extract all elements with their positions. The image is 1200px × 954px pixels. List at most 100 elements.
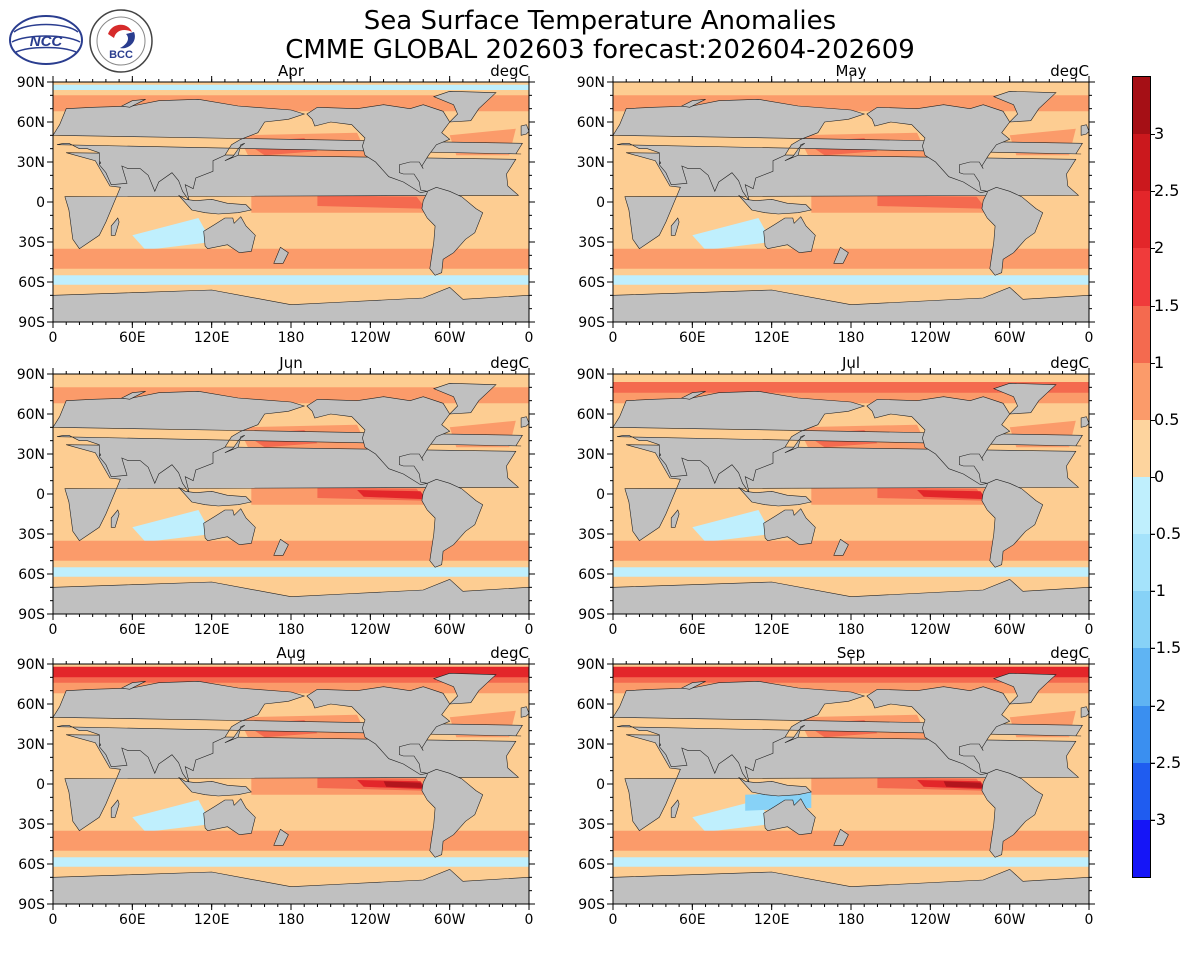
x-tick-label: 60W — [994, 912, 1026, 928]
colorbar-swatch — [1133, 534, 1150, 592]
y-tick-label: 30N — [577, 155, 605, 171]
land-north-america — [866, 686, 1011, 776]
y-tick-label: 90N — [577, 367, 605, 383]
land-japan — [784, 435, 805, 453]
anomaly-patch — [53, 857, 529, 867]
x-tick-label: 60E — [119, 622, 146, 638]
x-tick-label: 0 — [49, 912, 58, 928]
x-tick-label: 0 — [49, 330, 58, 346]
panel-units-label: degC — [490, 644, 529, 662]
colorbar-label: 1.5 — [1154, 295, 1180, 315]
colorbar-tick — [1150, 191, 1155, 193]
y-tick-label: 60N — [17, 115, 45, 131]
land-greenland — [432, 382, 497, 415]
x-tick-label: 180 — [838, 330, 865, 346]
x-tick-label: 0 — [1085, 622, 1094, 638]
colorbar-tick — [1150, 305, 1155, 307]
y-tick-label: 60S — [578, 567, 605, 583]
y-tick-label: 60S — [18, 857, 45, 873]
panel-jul: 90N 60N 30N 0 30S 60S 90S 0 60E 120E 180 120W 60W 0 Ju… — [560, 354, 1120, 644]
colorbar — [1132, 76, 1151, 878]
x-tick-label: 60E — [679, 912, 706, 928]
panel-month-label: Sep — [837, 644, 865, 662]
x-tick-label: 180 — [838, 912, 865, 928]
x-tick-label: 0 — [1085, 330, 1094, 346]
land-uk — [520, 124, 529, 136]
colorbar-label: -1 — [1150, 581, 1166, 601]
y-tick-label: 60N — [17, 407, 45, 423]
land-arabia-gap — [658, 453, 661, 456]
land-north-america — [306, 104, 451, 194]
colorbar-swatch — [1133, 705, 1150, 764]
panel-units-label: degC — [1050, 644, 1089, 662]
y-tick-label: 30N — [577, 737, 605, 753]
land-arabia-gap — [98, 453, 101, 456]
x-tick-label: 60W — [434, 622, 466, 638]
colorbar-tick — [1150, 648, 1155, 650]
x-tick-label: 120E — [194, 912, 230, 928]
colorbar-tick — [1150, 477, 1155, 478]
colorbar-label: -2.5 — [1150, 752, 1182, 772]
anomaly-patch — [692, 218, 772, 250]
y-tick-label: 90N — [17, 657, 45, 673]
y-tick-label: 60S — [18, 567, 45, 583]
anomaly-patch — [613, 248, 1089, 269]
anomaly-patch — [613, 857, 1089, 867]
anomaly-patch — [917, 490, 986, 500]
land-japan — [784, 143, 805, 161]
land-indonesia — [738, 487, 812, 507]
colorbar-swatch — [1133, 191, 1150, 249]
land-indonesia — [178, 487, 252, 507]
y-tick-label: 90S — [18, 315, 45, 331]
anomaly-patch — [613, 540, 1089, 561]
x-tick-label: 180 — [838, 622, 865, 638]
land-arabia-gap — [98, 743, 101, 746]
land-australia — [203, 508, 256, 546]
y-tick-label: 90N — [577, 75, 605, 91]
colorbar-tick — [1150, 534, 1155, 536]
land-antarctica — [613, 578, 1089, 614]
land-arctic-islands — [120, 99, 146, 108]
x-tick-label: 0 — [1085, 912, 1094, 928]
y-tick-label: 90S — [18, 607, 45, 623]
anomaly-patch — [613, 830, 1089, 851]
x-tick-label: 60W — [434, 912, 466, 928]
land-south-america — [421, 768, 484, 858]
land-antarctica — [53, 868, 529, 904]
land-madagascar — [670, 509, 680, 528]
colorbar-tick — [1150, 362, 1155, 364]
land-europe-asia — [613, 680, 1083, 783]
x-tick-label: 0 — [525, 330, 534, 346]
land-europe-asia — [53, 680, 523, 783]
land-north-america — [306, 396, 451, 486]
land-arctic-islands — [680, 99, 706, 108]
y-tick-label: 60S — [578, 857, 605, 873]
colorbar-swatch — [1133, 819, 1150, 878]
y-tick-label: 90N — [17, 75, 45, 91]
land-north-america — [306, 686, 451, 776]
anomaly-patch — [613, 666, 1089, 678]
panel-month-label: Jul — [841, 354, 860, 372]
anomaly-patch — [317, 195, 426, 209]
panel-aug: 90N 60N 30N 0 30S 60S 90S 0 60E 120E 180 120W 60W 0 Au… — [0, 644, 560, 934]
x-tick-label: 60E — [679, 330, 706, 346]
x-tick-label: 0 — [609, 912, 618, 928]
y-tick-label: 0 — [596, 487, 605, 503]
land-europe-asia — [613, 98, 1083, 201]
land-antarctica — [53, 578, 529, 614]
land-antarctica — [613, 868, 1089, 904]
x-tick-label: 180 — [278, 622, 305, 638]
colorbar-label: -1.5 — [1150, 638, 1182, 658]
ncc-logo-text: NCC — [30, 33, 64, 50]
y-tick-label: 0 — [36, 487, 45, 503]
land-new-zealand — [273, 828, 289, 846]
land-uk — [1080, 416, 1089, 428]
y-tick-label: 30N — [17, 155, 45, 171]
colorbar-swatch — [1133, 648, 1150, 707]
colorbar-tick — [1150, 705, 1155, 707]
land-arabia-gap — [658, 161, 661, 164]
